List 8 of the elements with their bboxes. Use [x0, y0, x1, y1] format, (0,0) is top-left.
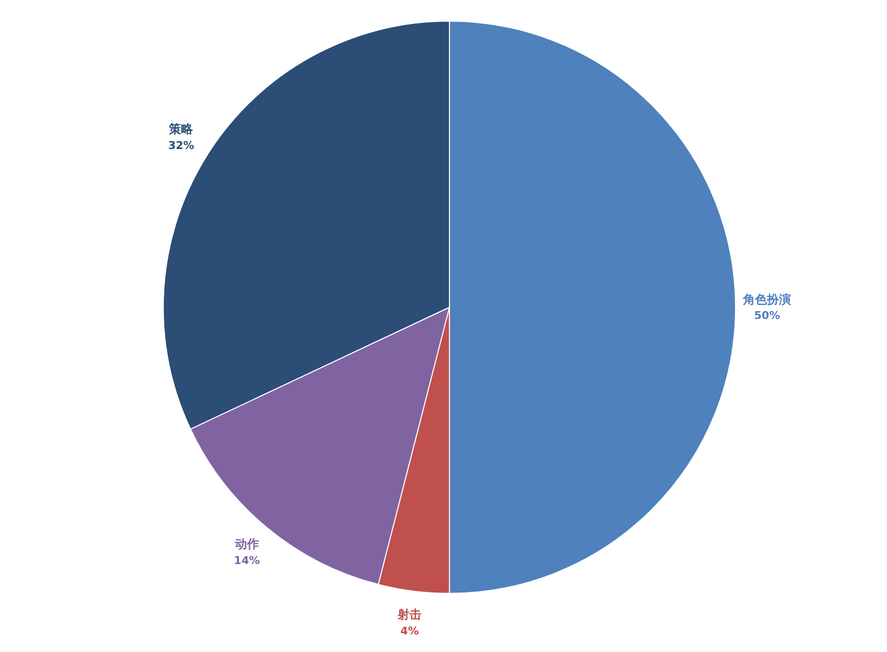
slice-label: 动作: [234, 537, 259, 552]
data-label: 50%: [754, 309, 780, 322]
slice-label: 角色扮演: [742, 292, 792, 306]
data-label: 14%: [234, 554, 260, 567]
slice-label: 射击: [396, 608, 422, 622]
slice-label: 策略: [168, 122, 194, 136]
data-label: 4%: [400, 624, 419, 638]
data-label: 32%: [168, 138, 194, 152]
